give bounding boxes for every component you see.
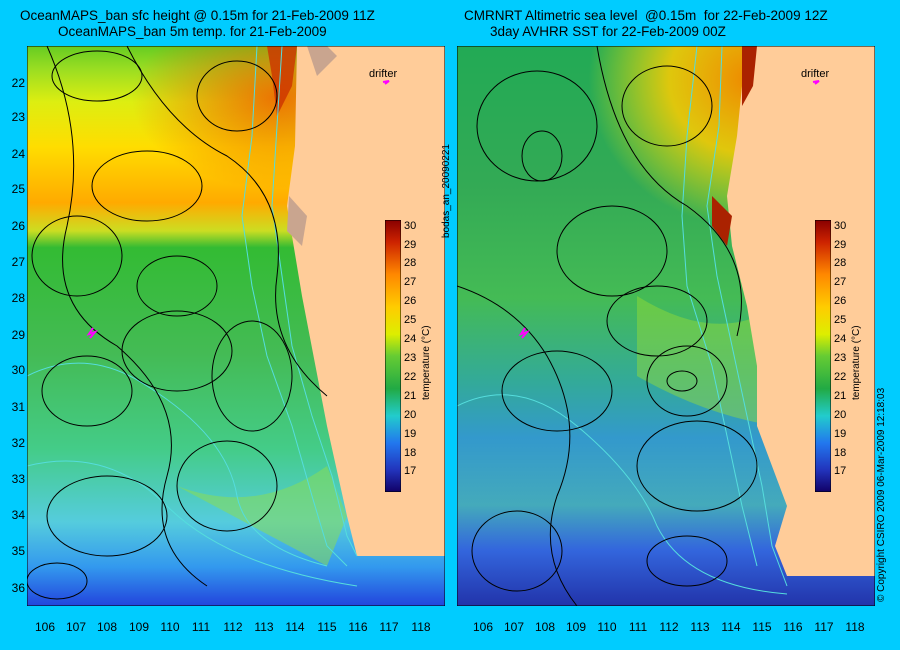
- right-drifter-track-north: [812, 80, 820, 85]
- right-cbar-tick-24: 24: [834, 333, 847, 345]
- lat-label-36: 36: [11, 581, 25, 595]
- right-panel-title-line2: 3day AVHRR SST for 22-Feb-2009 00Z: [490, 24, 726, 39]
- left-cbar-tick-19: 19: [404, 428, 417, 440]
- right-map-svg: [457, 46, 875, 606]
- right-cbar-tick-17: 17: [834, 465, 847, 477]
- lon-label-112: 112: [223, 620, 243, 634]
- right-lon-label-111: 111: [628, 620, 648, 634]
- left-panel-title-line2: OceanMAPS_ban 5m temp. for 21-Feb-2009: [58, 24, 327, 39]
- right-map-panel: [457, 46, 875, 606]
- lon-label-114: 114: [285, 620, 305, 634]
- right-cbar-tick-27: 27: [834, 276, 847, 288]
- left-cbar-tick-22: 22: [404, 371, 417, 383]
- left-cbar-tick-17: 17: [404, 465, 417, 477]
- lat-label-33: 33: [11, 472, 25, 486]
- right-cbar-tick-30: 30: [834, 220, 847, 232]
- right-cbar-tick-29: 29: [834, 239, 847, 251]
- right-cbar-tick-22: 22: [834, 371, 847, 383]
- left-cbar-tick-24: 24: [404, 333, 417, 345]
- lat-label-22: 22: [11, 76, 25, 90]
- left-cbar-tick-25: 25: [404, 314, 417, 326]
- left-cbar-tick-26: 26: [404, 295, 417, 307]
- lon-label-111: 111: [191, 620, 211, 634]
- left-panel-title-line1: OceanMAPS_ban sfc height @ 0.15m for 21-…: [20, 8, 375, 23]
- right-colorbar-title: temperature (°C): [851, 325, 862, 400]
- lon-label-106: 106: [34, 620, 56, 634]
- right-lon-label-109: 109: [565, 620, 587, 634]
- copyright-label: © Copyright CSIRO 2009 06-Mar-2009 12:18…: [876, 387, 887, 602]
- lon-label-108: 108: [96, 620, 118, 634]
- right-cbar-tick-21: 21: [834, 390, 847, 402]
- right-lon-label-108: 108: [534, 620, 556, 634]
- drifter-track-north: [382, 80, 390, 85]
- right-lon-label-112: 112: [659, 620, 679, 634]
- right-cbar-tick-25: 25: [834, 314, 847, 326]
- lon-label-118: 118: [411, 620, 431, 634]
- left-cbar-tick-23: 23: [404, 352, 417, 364]
- right-lon-label-114: 114: [721, 620, 741, 634]
- right-colorbar: [815, 220, 831, 492]
- lat-label-34: 34: [11, 508, 25, 522]
- lat-label-30: 30: [11, 363, 25, 377]
- lat-label-23: 23: [11, 110, 25, 124]
- right-lon-label-118: 118: [845, 620, 865, 634]
- lat-label-28: 28: [11, 291, 25, 305]
- left-map-svg: [27, 46, 445, 606]
- lat-label-29: 29: [11, 328, 25, 342]
- right-cbar-tick-26: 26: [834, 295, 847, 307]
- right-cbar-tick-28: 28: [834, 257, 847, 269]
- right-drifter-label: drifter: [801, 68, 830, 80]
- lat-label-24: 24: [11, 147, 25, 161]
- left-drifter-label: drifter: [369, 68, 398, 80]
- left-colorbar-title: temperature (°C): [421, 325, 432, 400]
- lon-label-116: 116: [348, 620, 368, 634]
- lat-label-31: 31: [11, 400, 25, 414]
- right-lon-label-113: 113: [690, 620, 710, 634]
- left-cbar-tick-20: 20: [404, 409, 417, 421]
- lat-label-25: 25: [11, 182, 25, 196]
- lon-label-110: 110: [160, 620, 180, 634]
- left-cbar-tick-18: 18: [404, 447, 417, 459]
- left-cbar-tick-29: 29: [404, 239, 417, 251]
- drifter-track-south: [86, 327, 99, 339]
- lat-label-35: 35: [11, 544, 25, 558]
- right-panel-title-line1: CMRNRT Altimetric sea level @0.15m for 2…: [464, 8, 828, 23]
- left-cbar-tick-30: 30: [404, 220, 417, 232]
- right-cbar-tick-23: 23: [834, 352, 847, 364]
- left-cbar-tick-21: 21: [404, 390, 417, 402]
- right-cbar-tick-19: 19: [834, 428, 847, 440]
- left-colorbar: [385, 220, 401, 492]
- right-lon-label-106: 106: [472, 620, 494, 634]
- right-lon-label-116: 116: [783, 620, 803, 634]
- left-cbar-tick-28: 28: [404, 257, 417, 269]
- right-cbar-tick-20: 20: [834, 409, 847, 421]
- right-lon-label-110: 110: [597, 620, 617, 634]
- left-cbar-tick-27: 27: [404, 276, 417, 288]
- lat-label-27: 27: [11, 255, 25, 269]
- lat-label-32: 32: [11, 436, 25, 450]
- lat-label-26: 26: [11, 219, 25, 233]
- left-map-panel: [27, 46, 445, 606]
- right-lon-label-107: 107: [503, 620, 525, 634]
- right-drifter-track-south: [518, 327, 531, 339]
- right-lon-label-117: 117: [814, 620, 834, 634]
- lon-label-107: 107: [65, 620, 87, 634]
- right-cbar-tick-18: 18: [834, 447, 847, 459]
- lon-label-115: 115: [317, 620, 337, 634]
- lon-label-113: 113: [254, 620, 274, 634]
- right-lon-label-115: 115: [752, 620, 772, 634]
- lon-label-117: 117: [379, 620, 399, 634]
- lon-label-109: 109: [128, 620, 150, 634]
- run-id-label: bodas_an_20090221: [441, 144, 452, 238]
